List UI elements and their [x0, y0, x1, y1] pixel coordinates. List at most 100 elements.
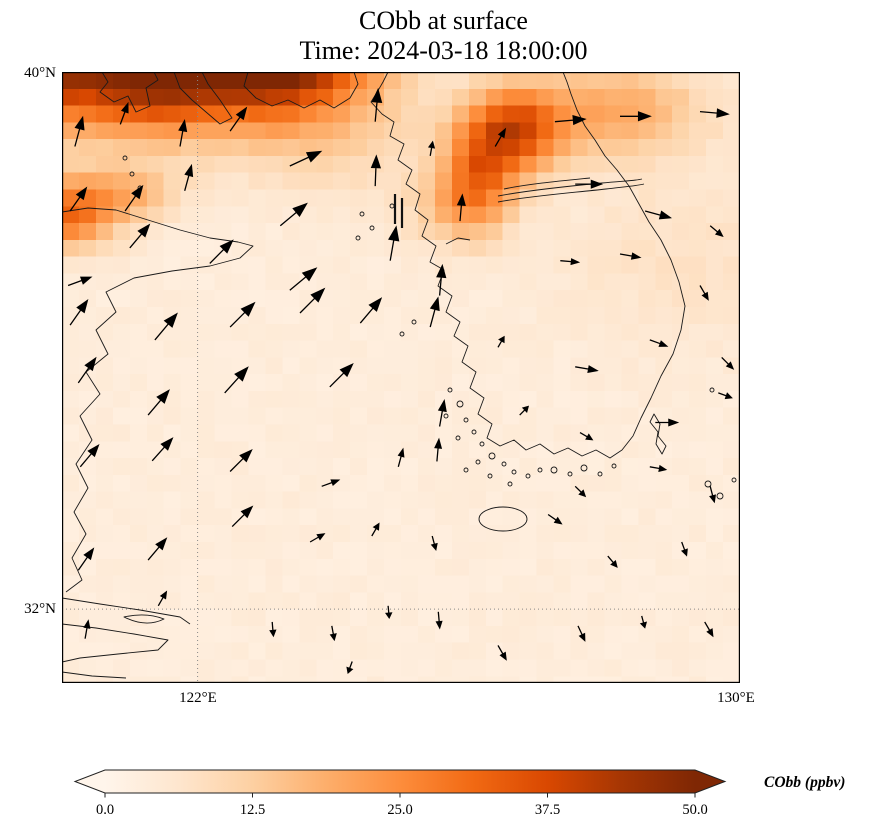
colorbar-tick-3: 37.5 [535, 802, 560, 818]
small-island [611, 463, 617, 469]
wind-arrow [346, 661, 354, 675]
wind-arrow [575, 179, 604, 189]
wind-arrow [289, 150, 323, 167]
small-island [399, 331, 405, 337]
wind-arrow [224, 366, 249, 394]
small-island [122, 155, 128, 161]
wind-arrow [397, 447, 405, 467]
x-tick-label-130e: 130°E [717, 690, 755, 706]
small-island [487, 473, 493, 479]
small-island [709, 387, 715, 393]
wind-arrow [77, 356, 97, 384]
wind-arrow [74, 115, 85, 147]
small-island [463, 417, 469, 423]
wind-arrow [560, 258, 581, 266]
wind-arrow [699, 108, 730, 118]
colorbar-left-arrow [75, 770, 105, 793]
wind-arrow [699, 285, 709, 301]
small-island [443, 413, 449, 419]
wind-arrow [519, 405, 530, 416]
wind-arrow [655, 418, 680, 427]
gridlines-layer [62, 72, 740, 683]
wind-arrow [129, 223, 151, 249]
small-island [475, 459, 481, 465]
colorbar: 0.0 12.5 25.0 37.5 50.0 CObb (ppbv) [73, 769, 845, 818]
wind-arrow [579, 432, 594, 441]
wind-arrow [644, 210, 673, 220]
plot-subtitle: Time: 2024-03-18 18:00:00 [299, 36, 588, 65]
small-island [488, 452, 496, 460]
wind-arrow [577, 625, 586, 642]
small-island [463, 467, 469, 473]
map-plot [62, 72, 740, 683]
wind-arrow [229, 106, 248, 132]
wind-arrow [231, 505, 254, 528]
wind-arrow [434, 437, 443, 462]
map-bold-marks [393, 194, 404, 228]
wind-arrow [497, 335, 505, 348]
wind-arrow [124, 184, 144, 212]
wind-arrow [154, 312, 178, 341]
small-island [369, 225, 375, 231]
wind-arrow [69, 186, 88, 212]
wind-arrow [67, 276, 93, 287]
small-island [479, 441, 485, 447]
wind-arrow [359, 297, 383, 324]
small-island [731, 477, 737, 483]
wind-arrow [574, 485, 587, 498]
wind-arrow [718, 392, 733, 400]
small-island [456, 400, 464, 408]
wind-arrow [639, 615, 648, 629]
wind-arrow [575, 365, 599, 374]
wind-arrow [119, 101, 129, 125]
colorbar-tick-0: 0.0 [96, 802, 114, 818]
wind-arrow [289, 267, 318, 291]
small-island [359, 211, 365, 217]
wind-arrow [209, 239, 234, 264]
wind-arrow [620, 111, 652, 122]
small-island [447, 387, 453, 393]
wind-arrow [547, 513, 563, 525]
wind-arrow [371, 522, 380, 537]
plot-title: CObb at surface [359, 6, 528, 35]
wind-arrow [309, 533, 326, 543]
wind-arrow [497, 645, 507, 661]
colorbar-tick-4: 50.0 [682, 802, 707, 818]
colorbar-ticks [104, 793, 696, 798]
wind-arrow [279, 202, 308, 227]
wind-arrow [436, 263, 447, 296]
wind-arrow [371, 87, 383, 122]
wind-arrow [83, 619, 91, 639]
wind-arrow [721, 356, 735, 370]
small-island [455, 435, 461, 441]
wind-arrow [456, 193, 466, 222]
wind-arrow [79, 443, 100, 468]
wind-arrow [157, 590, 168, 607]
wind-arrow [649, 464, 668, 472]
plot-frame [62, 72, 740, 683]
wind-arrow [69, 299, 89, 326]
wind-arrows-layer [67, 87, 735, 675]
wind-arrow [649, 339, 669, 347]
wind-arrow [607, 555, 618, 568]
wind-arrow [680, 541, 688, 557]
wind-arrow [704, 621, 714, 638]
colorbar-body [105, 770, 695, 793]
wind-arrow [269, 621, 277, 638]
small-island [471, 429, 477, 435]
wind-arrow [427, 140, 436, 157]
small-island [525, 473, 531, 479]
wind-arrow [388, 225, 400, 261]
colorbar-label: CObb (ppbv) [764, 774, 845, 791]
small-island [511, 469, 517, 475]
wind-arrow [147, 389, 170, 416]
jeju-island [478, 506, 528, 532]
wind-arrow [229, 448, 253, 472]
wind-arrow [151, 437, 174, 462]
wind-arrow [229, 301, 256, 328]
colorbar-tick-1: 12.5 [240, 802, 265, 818]
wind-arrow [429, 296, 440, 328]
small-island [567, 471, 573, 477]
wind-arrow [178, 119, 188, 147]
